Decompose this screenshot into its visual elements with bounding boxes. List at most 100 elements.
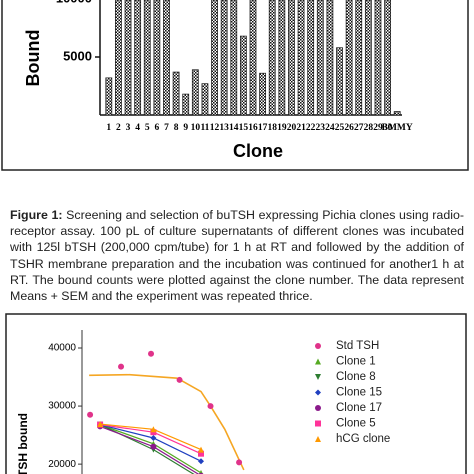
marker [198, 458, 204, 465]
bar [297, 0, 305, 116]
bottom-chart: TSH bound 20000 30000 40000 Std TSH Clone 1 C… [5, 313, 467, 474]
marker [118, 363, 125, 370]
marker [87, 411, 94, 418]
x-tick-label: 17 [258, 123, 268, 133]
x-tick-label: 10 [191, 123, 201, 133]
figure-caption: Figure 1: Screening and selection of buT… [10, 207, 464, 304]
marker [198, 446, 204, 453]
bar [239, 35, 247, 116]
y-tick-label: 5000 [63, 48, 92, 63]
legend-label: Clone 5 [336, 418, 376, 430]
x-tick-label: 23 [316, 123, 326, 133]
bar [393, 111, 401, 116]
frame [1, 0, 469, 171]
bar [201, 83, 209, 116]
legend-marker [315, 343, 321, 349]
marker [150, 426, 157, 433]
bar [326, 0, 334, 116]
x-tick-label: 11 [200, 123, 209, 133]
bar [288, 0, 295, 116]
x-tick-label: 13 [219, 123, 229, 133]
bar [259, 72, 267, 116]
y-axis-label: Bound [23, 30, 43, 87]
y-tick-label: 20000 [48, 459, 76, 470]
x-tick-label: 21 [296, 123, 306, 133]
bar [374, 0, 382, 116]
bar [278, 0, 286, 116]
x-tick-label: 8 [174, 123, 179, 133]
x-tick-label: 28 [364, 123, 374, 133]
marker [176, 376, 183, 383]
legend-label: Clone 17 [336, 402, 382, 414]
bar [211, 0, 218, 116]
x-axis-label: Clone [233, 141, 283, 161]
marker [148, 350, 155, 357]
x-tick-label: 2 [116, 123, 121, 133]
y-tick-label: 30000 [48, 401, 76, 412]
legend-label: Clone 1 [336, 356, 376, 368]
bar [230, 0, 238, 116]
bar [153, 0, 161, 116]
x-tick-label: 19 [277, 123, 287, 133]
marker [207, 403, 214, 410]
legend-label: Std TSH [336, 340, 379, 352]
legend-marker [315, 436, 321, 442]
legend-marker [315, 389, 321, 396]
legend-marker [315, 374, 321, 380]
fit-curve [89, 373, 245, 471]
x-tick-label: 15 [239, 123, 249, 133]
marker [150, 443, 157, 450]
y-tick-label: 40000 [48, 343, 76, 354]
bar [105, 77, 113, 116]
x-tick-label: 25 [335, 123, 345, 133]
marker [198, 450, 204, 457]
bar [134, 0, 142, 116]
x-tick-label: 3 [126, 123, 131, 133]
legend-label: Clone 8 [336, 371, 376, 383]
top-chart: Clone Bound 5000100001234567891011121314… [1, 0, 469, 171]
bar [384, 0, 391, 116]
bar [191, 69, 199, 116]
bar [364, 0, 372, 116]
bar [336, 47, 343, 116]
x-tick-label: 27 [354, 123, 364, 133]
marker [97, 421, 104, 428]
bar [163, 0, 170, 116]
legend-marker [315, 405, 321, 411]
x-tick-label: 30 [383, 123, 393, 133]
bar [345, 0, 353, 116]
marker [236, 459, 243, 466]
legend-label: hCG clone [336, 433, 390, 445]
x-tick-label: 20 [287, 123, 297, 133]
x-tick-label: 7 [164, 123, 169, 133]
legend-marker [315, 358, 321, 365]
frame [5, 313, 467, 474]
bar [316, 0, 324, 116]
bar [355, 0, 363, 116]
x-tick-label: 6 [154, 123, 159, 133]
x-tick-label: 1 [106, 123, 111, 133]
x-tick-label: 29 [373, 123, 383, 133]
x-tick-label: 5 [145, 123, 150, 133]
caption-text: Screening and selection of buTSH express… [10, 208, 464, 304]
marker [150, 435, 157, 441]
x-tick-label: 9 [183, 123, 188, 133]
bar [307, 0, 315, 116]
bar [249, 0, 257, 116]
x-tick-label: 14 [229, 123, 239, 133]
bar [182, 93, 190, 116]
legend-marker [315, 420, 321, 427]
x-tick-label: 12 [210, 123, 220, 133]
bar [143, 0, 151, 116]
bar [115, 0, 122, 116]
legend-label: Clone 15 [336, 387, 382, 399]
x-tick-label: BMMY [382, 123, 413, 133]
caption-label: Figure 1: [10, 208, 63, 222]
y-tick-label: 10000 [56, 0, 92, 5]
x-tick-label: 18 [267, 123, 277, 133]
x-tick-label: 4 [135, 123, 140, 133]
x-tick-label: 16 [248, 123, 258, 133]
x-tick-label: 22 [306, 123, 316, 133]
y-axis-label: TSH bound [16, 413, 30, 474]
